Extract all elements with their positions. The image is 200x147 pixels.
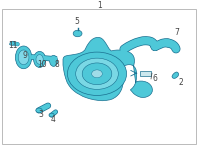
- Text: 5: 5: [75, 17, 79, 26]
- Ellipse shape: [50, 55, 58, 66]
- Polygon shape: [172, 72, 179, 78]
- Text: 10: 10: [37, 60, 47, 69]
- Circle shape: [67, 52, 127, 95]
- Ellipse shape: [18, 50, 29, 65]
- Text: 4: 4: [51, 115, 55, 124]
- Ellipse shape: [34, 51, 46, 67]
- Circle shape: [36, 108, 42, 113]
- Polygon shape: [10, 41, 15, 45]
- FancyBboxPatch shape: [140, 71, 151, 76]
- Text: 9: 9: [23, 51, 27, 60]
- Circle shape: [76, 58, 118, 89]
- Circle shape: [82, 63, 112, 85]
- Circle shape: [92, 70, 102, 78]
- Text: 6: 6: [153, 74, 157, 83]
- Ellipse shape: [36, 55, 43, 64]
- Text: 2: 2: [179, 78, 183, 87]
- Ellipse shape: [15, 46, 32, 69]
- Text: 11: 11: [8, 41, 17, 50]
- Text: 8: 8: [55, 60, 59, 69]
- Circle shape: [73, 30, 82, 37]
- Text: 7: 7: [175, 27, 179, 36]
- Text: 3: 3: [39, 110, 43, 118]
- Text: 1: 1: [98, 1, 102, 10]
- Polygon shape: [63, 37, 152, 101]
- Circle shape: [49, 113, 54, 117]
